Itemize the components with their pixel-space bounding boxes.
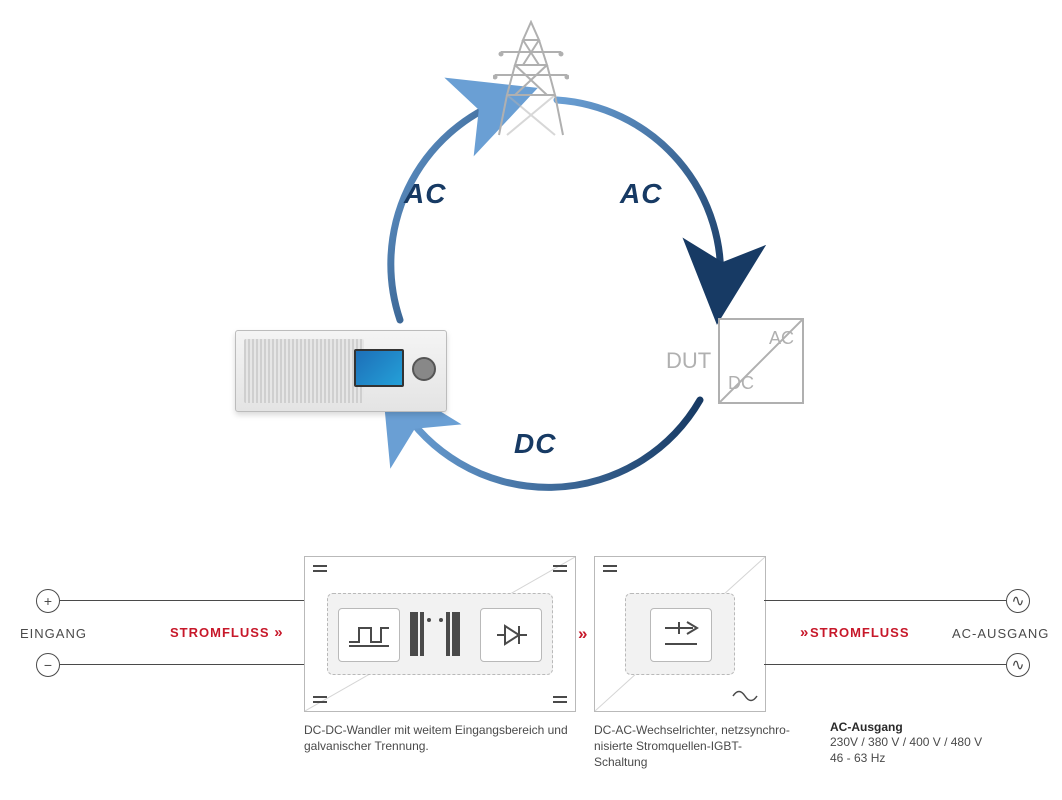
chevron-icon-mid: » xyxy=(578,624,584,644)
sine-icon xyxy=(731,687,759,705)
output-label: AC-AUSGANG xyxy=(952,626,1049,641)
flow-label-left: STROMFLUSS » xyxy=(170,624,280,641)
chevron-icon: » xyxy=(274,624,279,641)
igbt-icon xyxy=(650,608,712,662)
output-spec-line2: 46 - 63 Hz xyxy=(830,750,1050,766)
wire-top-right xyxy=(764,600,1006,601)
output-terminal-bot: ∿ xyxy=(1006,653,1030,677)
output-spec-title: AC-Ausgang xyxy=(830,720,1050,734)
dut-box-dc: DC xyxy=(728,373,754,394)
diagram-root: AC AC DC DUT AC DC + − EINGANG STROMFLUS… xyxy=(0,0,1062,800)
flow-label-right: » STROMFLUSS xyxy=(800,624,910,641)
output-spec: AC-Ausgang 230V / 380 V / 400 V / 480 V … xyxy=(830,720,1050,766)
output-spec-line1: 230V / 380 V / 400 V / 480 V xyxy=(830,734,1050,750)
wire-bot-right xyxy=(764,664,1006,665)
wire-bot-left xyxy=(60,664,304,665)
output-terminal-top: ∿ xyxy=(1006,589,1030,613)
module-inverter xyxy=(594,556,766,712)
transmission-tower-icon xyxy=(493,20,569,140)
dut-box-ac: AC xyxy=(769,328,794,349)
input-terminal-plus: + xyxy=(36,589,60,613)
transformer-icon xyxy=(410,612,460,656)
cycle-label-ac-right: AC xyxy=(620,178,662,210)
chevron-icon-r: » xyxy=(800,624,805,641)
cycle-label-ac-left: AC xyxy=(404,178,446,210)
dut-label: DUT xyxy=(666,348,711,374)
input-terminal-minus: − xyxy=(36,653,60,677)
module-dcdc xyxy=(304,556,576,712)
dut-acdc-box: AC DC xyxy=(718,318,804,404)
rack-device-icon xyxy=(235,330,447,412)
module2-caption: DC-AC-Wechselrichter, netzsynchro- nisie… xyxy=(594,722,794,771)
cycle-label-dc: DC xyxy=(514,428,556,460)
input-label: EINGANG xyxy=(20,626,87,641)
arc-device-to-grid xyxy=(391,100,505,320)
module1-caption: DC-DC-Wandler mit weitem Eingangsbereich… xyxy=(304,722,574,754)
rectifier-icon xyxy=(480,608,542,662)
chopper-icon xyxy=(338,608,400,662)
wire-top-left xyxy=(60,600,304,601)
